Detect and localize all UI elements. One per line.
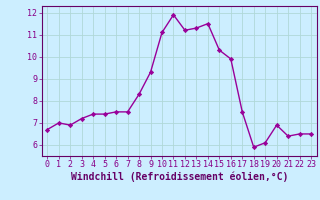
X-axis label: Windchill (Refroidissement éolien,°C): Windchill (Refroidissement éolien,°C) [70, 172, 288, 182]
